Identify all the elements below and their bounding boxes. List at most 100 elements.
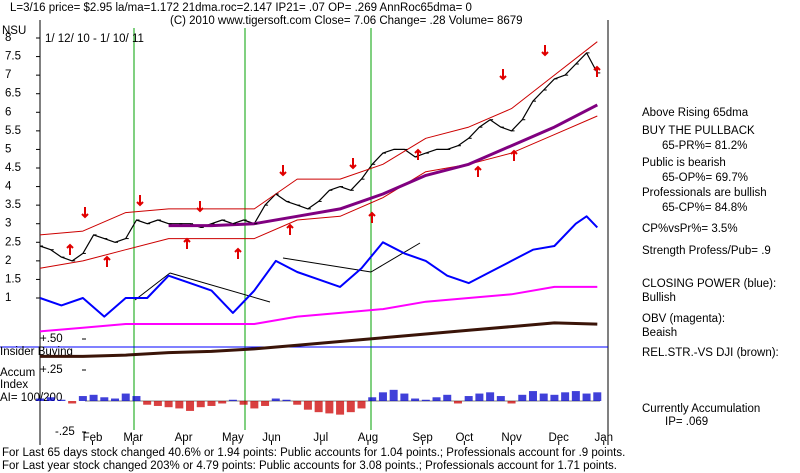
series-line bbox=[39, 215, 599, 318]
accum-bar bbox=[486, 392, 495, 401]
y-tick-label: 1 bbox=[5, 292, 11, 304]
note: 65-CP%= 84.8% bbox=[662, 202, 747, 214]
y-tick-label: 5.5 bbox=[5, 125, 21, 137]
y-tick-label: 3.5 bbox=[5, 199, 21, 211]
accum-bar bbox=[593, 392, 602, 401]
series-line bbox=[39, 52, 598, 262]
accum-bar bbox=[539, 393, 548, 401]
accum-bar bbox=[261, 401, 270, 406]
accum-bar bbox=[68, 401, 77, 404]
note: IP= .069 bbox=[665, 416, 708, 428]
left-label: AI= 100/200 bbox=[0, 392, 62, 404]
accum-bar bbox=[57, 399, 66, 401]
accum-bar bbox=[250, 401, 259, 409]
trend-line bbox=[282, 257, 372, 273]
signal-arrow bbox=[414, 148, 422, 160]
series-line bbox=[39, 285, 598, 333]
signal-arrow bbox=[286, 223, 294, 235]
signal-arrow bbox=[510, 149, 518, 161]
signal-arrow bbox=[81, 207, 89, 219]
accum-bar bbox=[164, 401, 173, 408]
y2-tick-label: -.25 bbox=[55, 426, 75, 438]
accum-bar bbox=[400, 393, 409, 401]
signal-arrow bbox=[196, 201, 204, 213]
note: CLOSING POWER (blue): bbox=[642, 278, 776, 290]
series-line bbox=[39, 41, 598, 236]
series-line bbox=[40, 321, 598, 358]
note: CP%vsPr%= 3.5% bbox=[642, 223, 738, 235]
accum-bar bbox=[389, 389, 398, 401]
accum-bar bbox=[464, 396, 473, 401]
x-tick-label: Jan bbox=[594, 432, 613, 444]
accum-bar bbox=[46, 397, 55, 401]
accum-bar bbox=[175, 401, 184, 409]
y-tick-label: 2 bbox=[5, 255, 11, 267]
x-tick-label: Jul bbox=[313, 432, 328, 444]
accum-bar bbox=[421, 399, 430, 401]
accum-bar bbox=[228, 399, 237, 401]
x-tick-label: Apr bbox=[175, 432, 193, 444]
left-label: Accum bbox=[0, 367, 35, 379]
signal-arrow bbox=[136, 195, 144, 207]
x-tick-label: Feb bbox=[83, 432, 103, 444]
y2-tick-label: +.50 bbox=[40, 333, 63, 345]
accum-bar bbox=[325, 401, 334, 414]
signal-arrow bbox=[593, 65, 601, 77]
accum-bar bbox=[218, 401, 227, 404]
signal-arrow bbox=[183, 237, 191, 249]
footer: For Last year stock changed 203% or 4.79… bbox=[2, 460, 617, 472]
accum-bar bbox=[314, 401, 323, 413]
y-tick-label: 6 bbox=[5, 106, 11, 118]
accum-bar bbox=[36, 398, 44, 401]
header: (C) 2010 www.tigersoft.com Close= 7.06 C… bbox=[170, 15, 523, 27]
note: OBV (magenta): bbox=[642, 313, 725, 325]
signal-arrow bbox=[541, 45, 549, 57]
accum-bar bbox=[336, 401, 345, 415]
accum-bar bbox=[346, 401, 355, 413]
accum-bar bbox=[100, 397, 109, 401]
note: Currently Accumulation bbox=[642, 403, 760, 415]
x-tick-label: Mar bbox=[123, 432, 143, 444]
note: Strength Profess/Pub= .9 bbox=[642, 245, 771, 257]
accum-bar bbox=[239, 401, 248, 405]
footer: For Last 65 days stock changed 40.6% or … bbox=[2, 447, 625, 459]
accum-bar bbox=[186, 401, 195, 411]
accum-bar bbox=[271, 398, 280, 401]
accum-bar bbox=[303, 401, 312, 410]
accum-bar bbox=[207, 401, 216, 406]
accum-bar bbox=[282, 399, 291, 401]
accum-bar bbox=[153, 401, 162, 406]
accum-bar bbox=[89, 394, 98, 401]
note: BUY THE PULLBACK bbox=[642, 125, 755, 137]
y-tick-label: 7 bbox=[5, 69, 11, 81]
accum-bar bbox=[121, 393, 130, 401]
signal-arrow bbox=[279, 165, 287, 177]
note: Professionals are bullish bbox=[642, 187, 767, 199]
accum-bar bbox=[378, 392, 387, 401]
accum-bar bbox=[432, 397, 441, 401]
signal-arrow bbox=[349, 158, 357, 170]
note: Above Rising 65dma bbox=[642, 107, 749, 119]
accum-bar bbox=[475, 393, 484, 401]
note: Beaish bbox=[642, 327, 677, 339]
accum-bar bbox=[507, 401, 516, 404]
note: Bullish bbox=[642, 292, 676, 304]
series-line bbox=[39, 115, 598, 269]
header: L=3/16 price= $2.95 la/ma=1.172 21dma.ro… bbox=[10, 2, 472, 14]
x-tick-label: May bbox=[222, 432, 244, 444]
signal-arrow bbox=[234, 247, 242, 259]
y-tick-label: 8 bbox=[5, 32, 11, 44]
accum-bar bbox=[528, 391, 537, 401]
accum-bar bbox=[78, 396, 87, 401]
date-range: 1/ 12/ 10 - 1/ 10/ 11 bbox=[45, 33, 144, 45]
y-tick-label: 5 bbox=[5, 143, 11, 155]
y-tick-label: 3 bbox=[5, 218, 11, 230]
accum-bar bbox=[196, 401, 205, 408]
accum-bar bbox=[368, 397, 377, 401]
trend-line bbox=[169, 272, 271, 303]
symbol: NSU bbox=[2, 25, 26, 37]
note: 65-PR%= 81.2% bbox=[662, 140, 747, 152]
accum-bar bbox=[443, 394, 452, 401]
